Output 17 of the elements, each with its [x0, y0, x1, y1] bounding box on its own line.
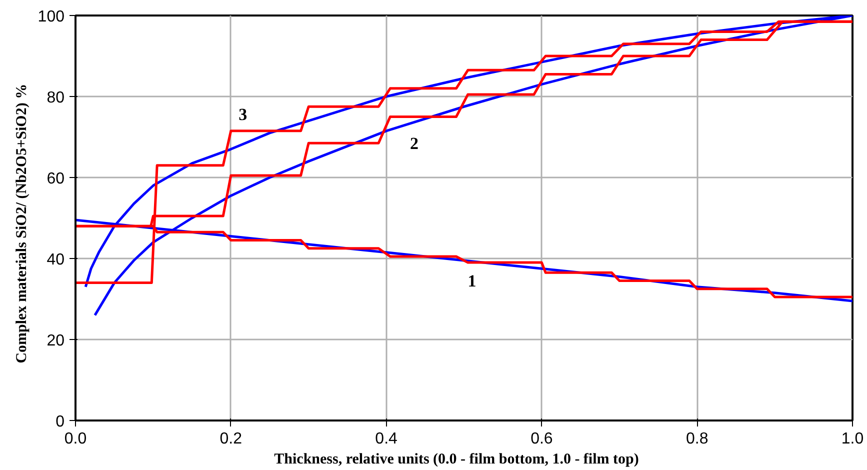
- x-tick-label: 0.6: [530, 430, 553, 448]
- annotation: 2: [410, 134, 419, 153]
- annotation: 3: [238, 105, 248, 124]
- y-tick-label: 60: [46, 170, 65, 188]
- annotation: 1: [468, 272, 476, 291]
- x-axis-title: Thickness, relative units (0.0 - film bottom, 1.0 - film top): [274, 452, 639, 468]
- y-tick-label: 100: [38, 8, 65, 26]
- x-tick-label: 1.0: [841, 430, 864, 448]
- x-tick-label: 0.4: [375, 430, 398, 448]
- y-tick-label: 20: [46, 332, 65, 350]
- x-tick-label: 0.8: [686, 430, 708, 448]
- y-tick-label: 0: [56, 414, 65, 430]
- x-tick-label: 0.0: [64, 430, 87, 448]
- x-tick-label: 0.2: [220, 430, 242, 448]
- y-tick-label: 80: [46, 90, 65, 106]
- y-axis-title: Complex materials SiO2/ (Nb2O5+SiO2) %: [14, 84, 30, 364]
- y-tick-label: 40: [46, 252, 65, 268]
